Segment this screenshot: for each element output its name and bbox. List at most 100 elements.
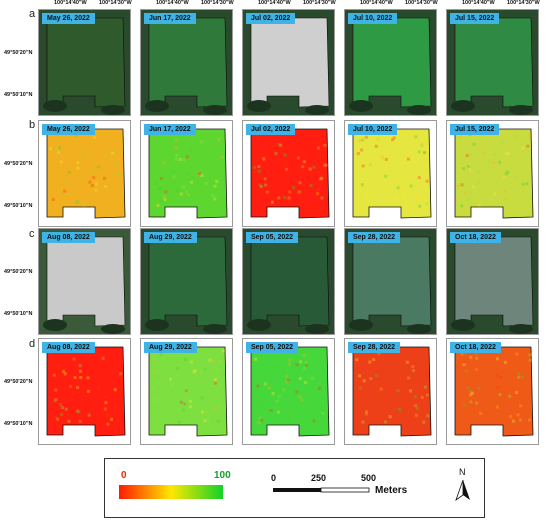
tree-patch <box>203 105 227 115</box>
index-speckle <box>420 395 424 399</box>
index-speckle <box>67 171 71 175</box>
index-speckle <box>168 377 172 381</box>
index-speckle <box>159 352 163 356</box>
index-speckle <box>396 389 400 393</box>
latitude-label: 49°50'20"N <box>4 379 33 385</box>
row-label: b <box>29 119 36 131</box>
index-speckle <box>365 193 369 197</box>
date-label: Jul 02, 2022 <box>246 13 296 24</box>
field-index-map <box>454 128 534 219</box>
index-speckle <box>477 203 481 207</box>
map-panel: Aug 29, 2022 <box>140 228 233 335</box>
index-speckle <box>258 183 262 187</box>
index-speckle <box>367 191 371 195</box>
index-speckle <box>185 172 189 176</box>
index-speckle <box>422 151 426 155</box>
index-speckle <box>92 169 96 173</box>
field-imagery <box>352 236 432 327</box>
map-panel: Jul 02, 2022 <box>242 120 335 227</box>
index-speckle <box>174 145 178 149</box>
index-speckle <box>275 366 279 370</box>
index-speckle <box>160 200 164 204</box>
index-speckle <box>474 366 478 370</box>
index-speckle <box>411 368 415 372</box>
index-speckle <box>299 360 303 364</box>
index-speckle <box>375 385 379 389</box>
map-panel: Jul 02, 2022 <box>242 9 335 116</box>
index-speckle <box>190 176 194 180</box>
field-map <box>243 339 334 444</box>
index-speckle <box>425 179 429 183</box>
color-ramp <box>119 485 223 499</box>
index-speckle <box>113 162 117 166</box>
index-speckle <box>193 369 197 373</box>
index-speckle <box>288 190 292 194</box>
index-speckle <box>527 134 531 138</box>
field-index-map <box>352 346 432 437</box>
latitude-label: 49°50'10"N <box>4 421 33 427</box>
index-speckle <box>283 153 287 157</box>
index-speckle <box>181 408 185 412</box>
index-speckle <box>358 386 362 390</box>
date-label: May 26, 2022 <box>42 13 95 24</box>
index-speckle <box>323 163 327 167</box>
index-speckle <box>277 143 281 147</box>
index-speckle <box>61 369 65 373</box>
index-speckle <box>259 185 263 189</box>
index-speckle <box>153 369 157 373</box>
index-speckle <box>56 150 60 154</box>
field-map <box>345 229 436 334</box>
index-speckle <box>402 157 406 161</box>
index-speckle <box>425 202 429 206</box>
field-index-map <box>250 128 330 219</box>
index-speckle <box>465 369 469 373</box>
index-speckle <box>175 189 179 193</box>
index-speckle <box>391 138 395 142</box>
index-speckle <box>70 392 74 396</box>
index-speckle <box>101 356 105 360</box>
index-speckle <box>495 357 499 361</box>
index-speckle <box>388 415 392 419</box>
index-speckle <box>479 411 483 415</box>
index-speckle <box>53 399 57 403</box>
index-speckle <box>279 143 283 147</box>
index-speckle <box>308 167 312 171</box>
index-speckle <box>315 188 319 192</box>
index-speckle <box>174 157 178 161</box>
index-speckle <box>321 411 325 415</box>
index-speckle <box>316 146 320 150</box>
index-speckle <box>317 386 321 390</box>
map-panel: Jul 15, 2022 <box>446 120 539 227</box>
tree-patch <box>509 105 533 115</box>
scale-bar <box>273 487 370 493</box>
index-speckle <box>467 198 471 202</box>
index-speckle <box>92 136 96 140</box>
index-speckle <box>390 134 394 138</box>
index-speckle <box>76 409 80 413</box>
index-speckle <box>407 376 411 380</box>
index-speckle <box>283 196 287 200</box>
index-speckle <box>105 153 109 157</box>
tree-patch <box>407 105 431 115</box>
index-speckle <box>312 165 316 169</box>
index-speckle <box>358 374 362 378</box>
index-speckle <box>110 151 114 155</box>
date-label: Aug 29, 2022 <box>144 232 197 243</box>
latitude-label: 49°50'10"N <box>4 203 33 209</box>
index-speckle <box>115 172 119 176</box>
field-map <box>243 121 334 226</box>
tree-patch <box>451 100 475 112</box>
index-speckle <box>417 176 421 180</box>
index-speckle <box>213 407 217 411</box>
index-speckle <box>506 152 510 156</box>
index-speckle <box>405 360 409 364</box>
row-label: d <box>29 338 36 350</box>
index-speckle <box>482 151 486 155</box>
index-speckle <box>158 187 162 191</box>
field-map <box>39 10 130 115</box>
index-speckle <box>87 413 91 417</box>
field-map <box>345 121 436 226</box>
field-map <box>345 339 436 444</box>
index-speckle <box>213 184 217 188</box>
index-speckle <box>528 358 532 362</box>
